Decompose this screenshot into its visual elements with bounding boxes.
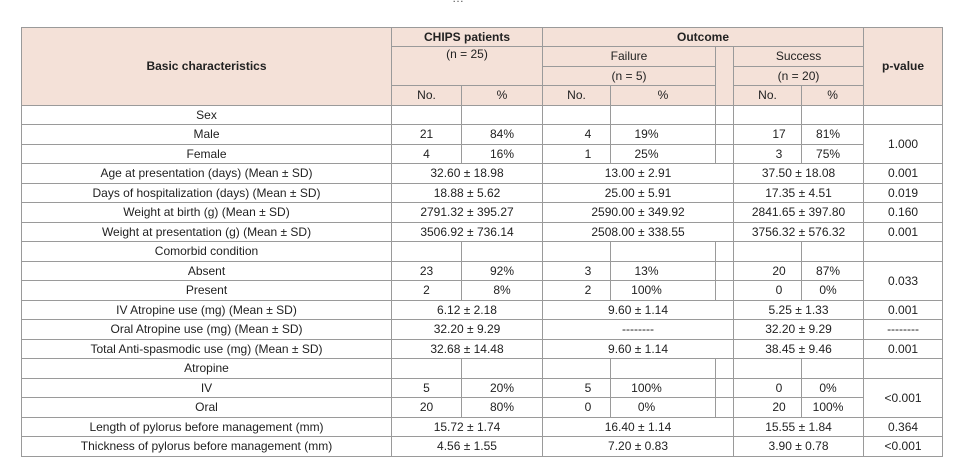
- table-row: Length of pylorus before management (mm)…: [21, 416, 944, 437]
- p-value: 0.033: [863, 260, 944, 301]
- header-failure-n: (n = 5): [542, 65, 717, 86]
- row-label: IV: [21, 377, 392, 398]
- header-chips-n: (n = 25): [390, 46, 544, 86]
- header-chips-pct: %: [460, 85, 544, 106]
- table-row: Weight at presentation (g) (Mean ± SD) 3…: [21, 221, 944, 242]
- header-pvalue: p-value: [863, 27, 944, 106]
- row-label: Present: [21, 280, 392, 301]
- header-row-1: Basic characteristics CHIPS patients Out…: [21, 27, 944, 106]
- p-value: 0.001: [863, 221, 944, 242]
- header-failure-pct: %: [610, 85, 717, 106]
- row-label: Age at presentation (days) (Mean ± SD): [21, 163, 392, 184]
- table-row: Total Anti-spasmodic use (mg) (Mean ± SD…: [21, 338, 944, 359]
- table-row: Weight at birth (g) (Mean ± SD) 2791.32 …: [21, 202, 944, 223]
- table-row: Atropine: [21, 358, 944, 379]
- p-value: <0.001: [863, 436, 944, 457]
- table-row: Female 4 16% 1 25% 3 75%: [21, 143, 943, 164]
- table-row: Thickness of pylorus before management (…: [21, 436, 944, 457]
- p-value: 1.000: [863, 124, 944, 164]
- p-value: 0.001: [863, 299, 944, 320]
- row-label: Weight at birth (g) (Mean ± SD): [21, 202, 392, 223]
- p-value: --------: [863, 319, 944, 340]
- row-label: Thickness of pylorus before management (…: [21, 436, 392, 457]
- row-label: Weight at presentation (g) (Mean ± SD): [21, 221, 392, 242]
- header-failure-no: No.: [542, 85, 612, 106]
- table-row: Comorbid condition: [21, 241, 944, 262]
- row-label: Absent: [21, 260, 392, 281]
- header-row-4: No. % No. % No. %: [22, 85, 943, 106]
- characteristics-table: Basic characteristics CHIPS patients Out…: [21, 27, 944, 457]
- header-chips-no: No.: [391, 85, 462, 106]
- row-label: IV Atropine use (mg) (Mean ± SD): [21, 299, 392, 320]
- header-outcome: Outcome: [542, 27, 865, 47]
- table-row: IV Atropine use (mg) (Mean ± SD) 6.12 ± …: [21, 299, 944, 320]
- header-success: Success: [733, 46, 865, 67]
- table-row: Oral 20 80% 0 0% 20 100%: [21, 397, 943, 418]
- row-label: Length of pylorus before management (mm): [21, 416, 392, 437]
- table-row: Sex: [21, 104, 944, 125]
- row-label: Sex: [21, 104, 392, 125]
- row-label: Days of hospitalization (days) (Mean ± S…: [21, 182, 392, 203]
- header-row-2: (n = 25) Failure Success: [22, 46, 943, 106]
- header-success-pct: %: [801, 85, 865, 106]
- row-label: Oral Atropine use (mg) (Mean ± SD): [21, 319, 392, 340]
- table-row: Present 2 8% 2 100% 0 0%: [21, 280, 943, 301]
- p-value: 0.364: [863, 416, 944, 437]
- row-label: Male: [21, 124, 392, 145]
- p-value: 0.001: [863, 338, 944, 359]
- row-label: Oral: [21, 397, 392, 418]
- row-label: Comorbid condition: [21, 241, 392, 262]
- table-row: Absent 23 92% 3 13% 20 87% 0.033: [21, 260, 944, 301]
- table-row: Age at presentation (days) (Mean ± SD) 3…: [21, 163, 944, 184]
- p-value: <0.001: [863, 377, 944, 418]
- row-label: Atropine: [21, 358, 392, 379]
- header-basic: Basic characteristics: [21, 27, 392, 106]
- header-success-no: No.: [733, 85, 803, 106]
- cropped-caption: …: [0, 0, 959, 10]
- table-row: IV 5 20% 5 100% 0 0% <0.001: [21, 377, 944, 418]
- p-value: 0.019: [863, 182, 944, 203]
- p-value: 0.160: [863, 202, 944, 223]
- table-row: Male 21 84% 4 19% 17 81% 1.000: [21, 124, 944, 164]
- header-success-n: (n = 20): [733, 65, 865, 86]
- p-value: 0.001: [863, 163, 944, 184]
- row-label: Total Anti-spasmodic use (mg) (Mean ± SD…: [21, 338, 392, 359]
- header-gap: [715, 46, 735, 106]
- header-failure: Failure: [542, 46, 717, 67]
- table-row: Oral Atropine use (mg) (Mean ± SD) 32.20…: [21, 319, 944, 340]
- table-row: Days of hospitalization (days) (Mean ± S…: [21, 182, 944, 203]
- row-label: Female: [21, 143, 392, 164]
- header-chips: CHIPS patients: [390, 27, 544, 47]
